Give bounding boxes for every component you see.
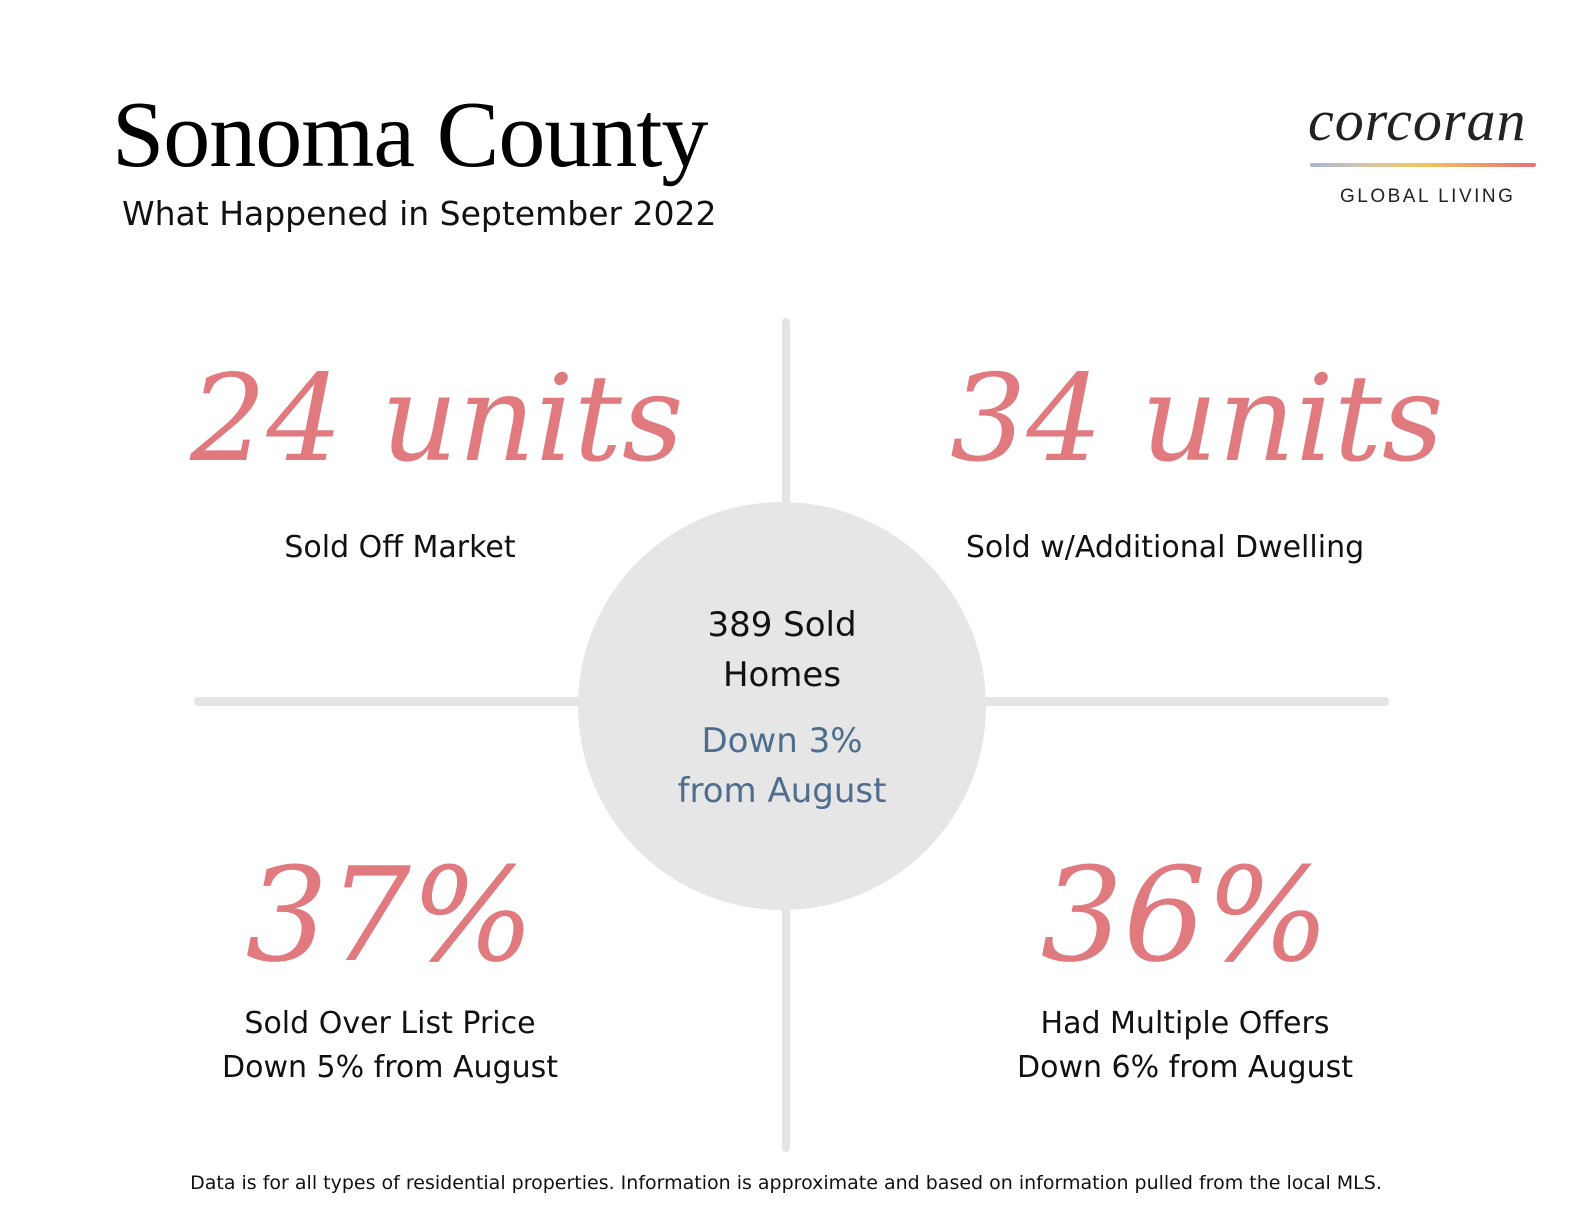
stat-label: Had Multiple Offers Down 6% from August [990,1002,1380,1090]
logo-gradient-bar [1310,163,1536,167]
brand-logo: corcoran GLOBAL LIVING [1300,92,1544,212]
divider-horizontal-right [970,697,1389,706]
page-subtitle: What Happened in September 2022 [122,194,717,233]
stat-sold-off-market: 24 units Sold Off Market [190,350,684,570]
logo-wordmark: corcoran [1308,88,1527,153]
center-change-note: Down 3% from August [578,716,986,816]
logo-tagline: GLOBAL LIVING [1340,186,1516,207]
center-change-line2: from August [677,771,887,811]
stat-label: Sold Off Market [190,526,610,570]
footnote-disclaimer: Data is for all types of residential pro… [190,1172,1382,1194]
stat-sold-additional-dwelling: 34 units Sold w/Additional Dwelling [950,350,1444,570]
stat-label-line1: Sold Off Market [284,530,516,565]
stat-value: 34 units [950,350,1444,489]
center-total-sold: 389 Sold Homes [578,600,986,700]
stat-value: 37% [245,839,535,991]
divider-horizontal-left [194,697,594,706]
center-total-line2: Homes [722,655,842,695]
center-change-line1: Down 3% [701,721,863,761]
page-title: Sonoma County [112,83,708,187]
stat-value: 36% [1040,839,1330,991]
divider-vertical-top [782,318,790,518]
stat-label: Sold w/Additional Dwelling [950,526,1380,570]
center-total-line1: 389 Sold [707,605,857,645]
divider-vertical-bottom [782,890,790,1152]
stat-value: 24 units [190,350,684,489]
stat-label-line1: Sold w/Additional Dwelling [965,530,1365,565]
stat-label: Sold Over List Price Down 5% from August [190,1002,590,1090]
center-stat-circle: 389 Sold Homes Down 3% from August [578,502,986,910]
stat-label-line2: Down 6% from August [1016,1050,1353,1085]
stat-label-line1: Had Multiple Offers [1040,1006,1330,1041]
stat-sold-over-list: 37% Sold Over List Price Down 5% from Au… [190,850,590,1090]
stat-multiple-offers: 36% Had Multiple Offers Down 6% from Aug… [990,850,1380,1090]
stat-label-line1: Sold Over List Price [244,1006,536,1041]
stat-label-line2: Down 5% from August [221,1050,558,1085]
